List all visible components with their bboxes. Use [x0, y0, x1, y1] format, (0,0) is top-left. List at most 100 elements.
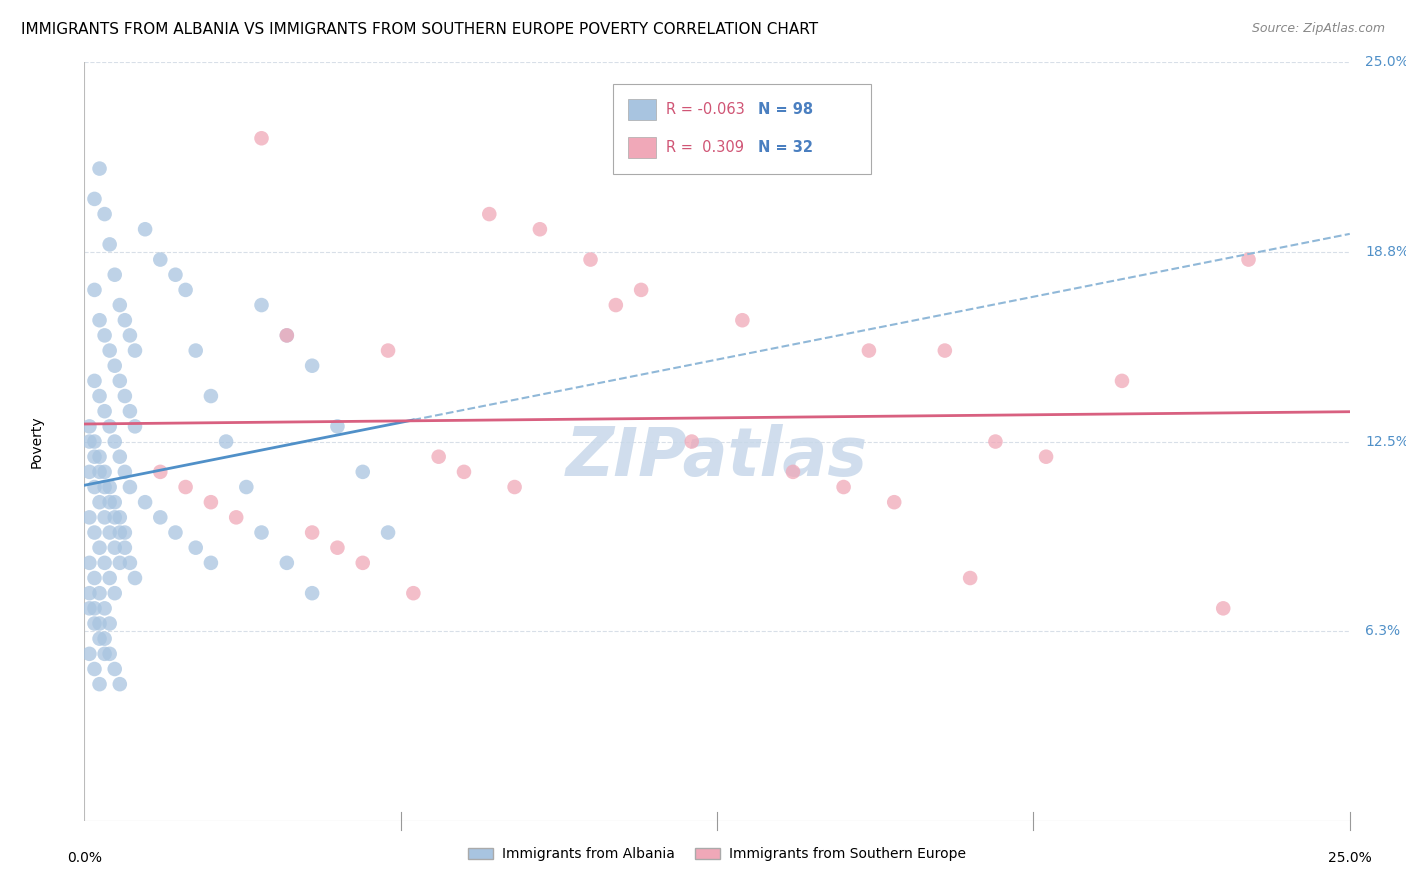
- Point: [104, 510, 127, 524]
- Point: [89, 677, 111, 691]
- Point: [165, 525, 187, 540]
- Point: [200, 556, 222, 570]
- Text: 25.0%: 25.0%: [1327, 851, 1372, 865]
- Point: [200, 389, 222, 403]
- Point: [200, 495, 222, 509]
- FancyBboxPatch shape: [613, 84, 872, 174]
- Point: [98, 525, 121, 540]
- Point: [104, 586, 127, 600]
- Point: [1237, 252, 1260, 267]
- Point: [93, 632, 115, 646]
- Point: [98, 495, 121, 509]
- Point: [134, 222, 156, 236]
- Point: [83, 662, 105, 676]
- Point: [883, 495, 905, 509]
- Point: [276, 556, 298, 570]
- Point: [89, 313, 111, 327]
- Point: [529, 222, 551, 236]
- Point: [250, 131, 273, 145]
- Point: [79, 586, 101, 600]
- Point: [114, 465, 136, 479]
- Point: [104, 359, 127, 373]
- Point: [579, 252, 602, 267]
- Point: [235, 480, 257, 494]
- Point: [1111, 374, 1133, 388]
- Point: [108, 450, 131, 464]
- Point: [83, 450, 105, 464]
- Point: [83, 571, 105, 585]
- Text: N = 32: N = 32: [758, 140, 813, 155]
- Point: [1212, 601, 1234, 615]
- Point: [108, 556, 131, 570]
- Bar: [628, 136, 657, 158]
- Point: [83, 434, 105, 449]
- Point: [89, 161, 111, 176]
- Point: [104, 268, 127, 282]
- Point: [352, 465, 374, 479]
- Point: [83, 192, 105, 206]
- Point: [79, 434, 101, 449]
- Point: [83, 525, 105, 540]
- Point: [89, 586, 111, 600]
- Point: [89, 616, 111, 631]
- Point: [276, 328, 298, 343]
- Point: [98, 237, 121, 252]
- Point: [93, 556, 115, 570]
- Point: [89, 541, 111, 555]
- Point: [184, 343, 207, 358]
- Text: Source: ZipAtlas.com: Source: ZipAtlas.com: [1251, 22, 1385, 36]
- Point: [301, 586, 323, 600]
- Point: [149, 465, 172, 479]
- Text: 0.0%: 0.0%: [67, 851, 101, 865]
- Point: [301, 359, 323, 373]
- Point: [118, 480, 141, 494]
- Point: [124, 419, 146, 434]
- Point: [89, 389, 111, 403]
- Text: N = 98: N = 98: [758, 102, 813, 117]
- Point: [98, 419, 121, 434]
- Point: [858, 343, 880, 358]
- Text: R =  0.309: R = 0.309: [666, 140, 744, 155]
- Point: [1035, 450, 1057, 464]
- Point: [108, 298, 131, 312]
- Text: ZIPatlas: ZIPatlas: [567, 424, 868, 490]
- Point: [250, 525, 273, 540]
- Text: IMMIGRANTS FROM ALBANIA VS IMMIGRANTS FROM SOUTHERN EUROPE POVERTY CORRELATION C: IMMIGRANTS FROM ALBANIA VS IMMIGRANTS FR…: [21, 22, 818, 37]
- Point: [215, 434, 238, 449]
- Point: [79, 465, 101, 479]
- Point: [89, 632, 111, 646]
- Point: [79, 556, 101, 570]
- Point: [93, 404, 115, 418]
- Point: [114, 389, 136, 403]
- Point: [165, 268, 187, 282]
- Point: [934, 343, 956, 358]
- Text: Poverty: Poverty: [30, 416, 44, 467]
- Point: [89, 450, 111, 464]
- Point: [79, 601, 101, 615]
- Point: [326, 541, 349, 555]
- Point: [681, 434, 703, 449]
- Bar: [628, 99, 657, 120]
- Point: [108, 510, 131, 524]
- Point: [605, 298, 627, 312]
- Point: [124, 343, 146, 358]
- Point: [326, 419, 349, 434]
- Point: [79, 510, 101, 524]
- Point: [83, 374, 105, 388]
- Point: [301, 525, 323, 540]
- Point: [503, 480, 526, 494]
- Point: [250, 298, 273, 312]
- Point: [93, 328, 115, 343]
- Point: [104, 541, 127, 555]
- Point: [93, 465, 115, 479]
- Point: [83, 616, 105, 631]
- Point: [959, 571, 981, 585]
- Point: [984, 434, 1007, 449]
- Point: [174, 480, 197, 494]
- Text: 6.3%: 6.3%: [1365, 624, 1400, 638]
- Point: [402, 586, 425, 600]
- Point: [79, 419, 101, 434]
- Text: 18.8%: 18.8%: [1365, 245, 1406, 259]
- Point: [93, 647, 115, 661]
- Point: [83, 283, 105, 297]
